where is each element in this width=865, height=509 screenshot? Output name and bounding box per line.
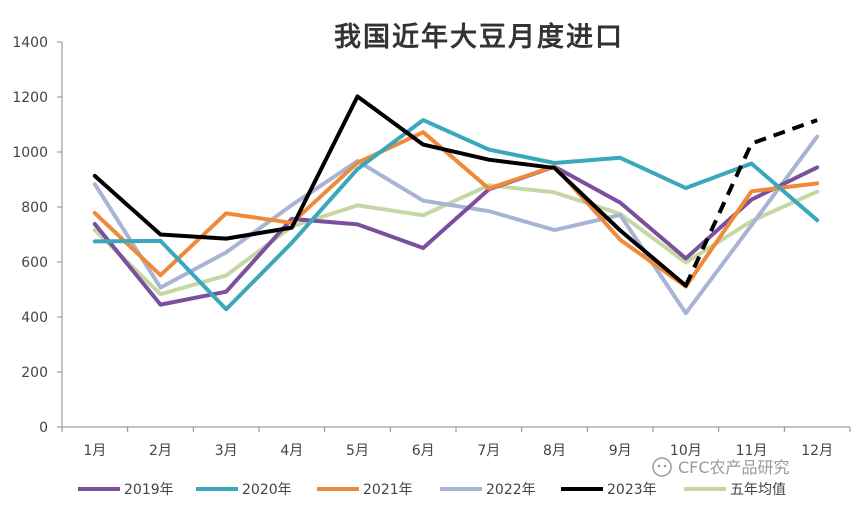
y-tick-label: 800 <box>21 200 48 216</box>
x-tick-label: 12月 <box>801 443 833 459</box>
legend-label: 五年均值 <box>730 482 786 498</box>
y-tick-label: 600 <box>21 255 48 271</box>
series-line-2019 <box>92 164 820 307</box>
series-line-2022 <box>92 134 820 316</box>
legend-label: 2022年 <box>486 482 536 498</box>
series-line-2023-projected <box>684 118 818 287</box>
legend-label: 2023年 <box>607 482 657 498</box>
x-tick-label: 6月 <box>412 443 435 459</box>
x-tick-label: 2月 <box>149 443 172 459</box>
watermark-text: CFC农产品研究 <box>678 458 790 477</box>
x-tick-label: 7月 <box>477 443 500 459</box>
x-tick-label: 10月 <box>670 443 702 459</box>
y-tick-label: 1200 <box>12 90 48 106</box>
y-tick-label: 200 <box>21 365 48 381</box>
series-line-2021 <box>92 130 820 289</box>
x-tick-label: 8月 <box>543 443 566 459</box>
x-tick-label: 1月 <box>83 443 106 459</box>
x-tick-labels: 1月 2月 3月 4月 5月 6月 7月 8月 9月 10月 11月 12月 <box>61 427 851 459</box>
y-tick-label: 1000 <box>12 145 48 161</box>
y-tick-label: 0 <box>39 420 48 436</box>
wechat-icon <box>652 457 672 477</box>
series-line-2023 <box>92 94 688 288</box>
x-tick-label: 11月 <box>736 443 768 459</box>
y-tick-label: 1400 <box>12 35 48 51</box>
x-tick-label: 9月 <box>609 443 632 459</box>
x-tick-label: 4月 <box>280 443 303 459</box>
y-tick-labels: 0 200 400 600 800 1000 1200 1400 <box>12 35 62 436</box>
x-tick-label: 3月 <box>215 443 238 459</box>
series-lines <box>92 94 820 316</box>
chart-title: 我国近年大豆月度进口 <box>334 21 624 53</box>
legend: 2019年 2020年 2021年 2022年 2023年 五年均值 <box>78 482 786 498</box>
y-tick-label: 400 <box>21 310 48 326</box>
x-tick-label: 5月 <box>346 443 369 459</box>
series-line-2020 <box>92 118 820 312</box>
legend-label: 2021年 <box>363 482 413 498</box>
series-line-avg <box>92 183 820 297</box>
watermark: CFC农产品研究 <box>652 457 790 477</box>
legend-label: 2020年 <box>242 482 292 498</box>
legend-label: 2019年 <box>124 482 174 498</box>
